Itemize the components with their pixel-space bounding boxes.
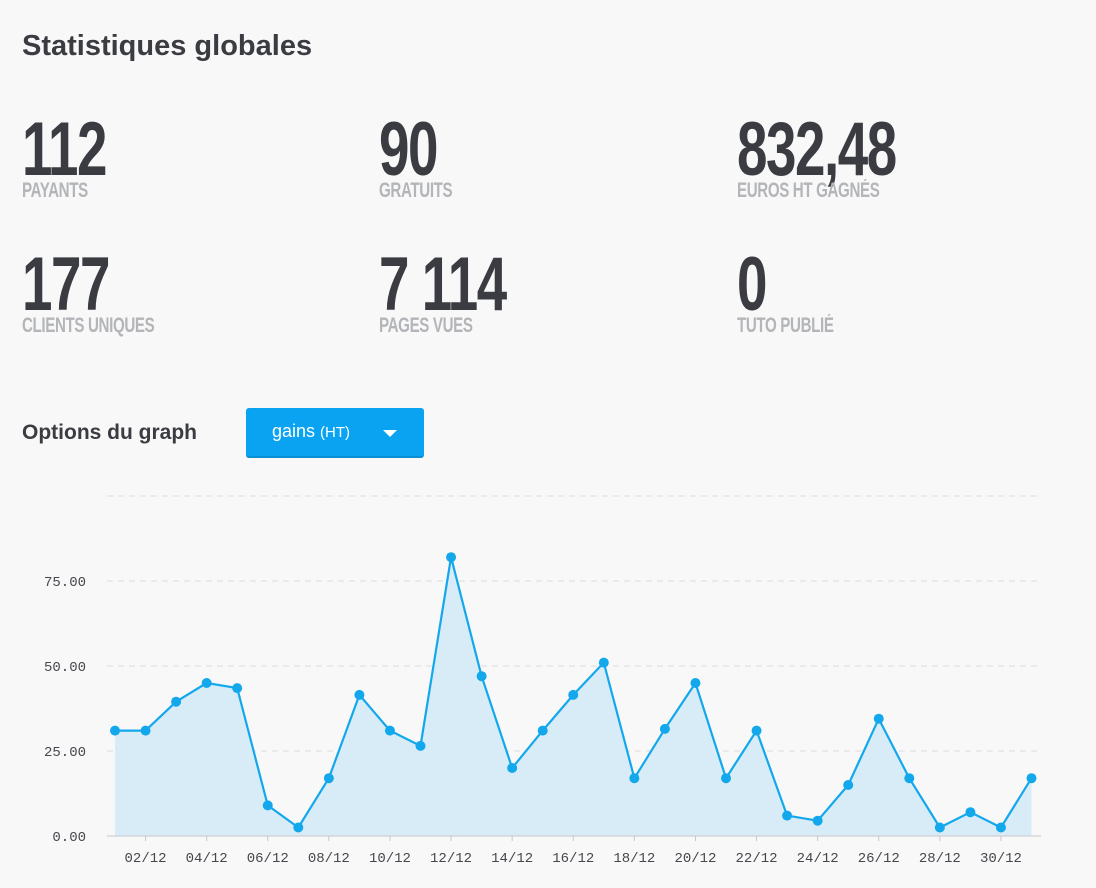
stat-euros-gagnes: 832,48 EUROS HT GAGNÉS <box>737 112 957 202</box>
dropdown-value-sub: (HT) <box>320 424 351 441</box>
y-tick-label: 25.00 <box>44 745 86 761</box>
y-tick-label: 0.00 <box>52 830 86 846</box>
page-title: Statistiques globales <box>22 30 313 62</box>
data-point <box>568 689 579 700</box>
data-point <box>110 725 120 736</box>
data-point <box>171 696 182 707</box>
x-tick-label: 28/12 <box>919 851 961 867</box>
dropdown-selected-value: gains (HT) <box>272 421 350 442</box>
data-point <box>232 683 243 694</box>
y-tick-label: 50.00 <box>44 660 86 676</box>
data-point <box>415 740 426 751</box>
stat-value: 177 <box>22 242 110 327</box>
dropdown-value-main: gains <box>272 421 316 441</box>
caret-down-icon <box>383 430 397 437</box>
data-point <box>323 773 334 784</box>
data-point <box>446 552 457 563</box>
x-tick-label: 20/12 <box>674 851 716 867</box>
data-point <box>598 657 609 668</box>
graph-metric-dropdown[interactable]: gains (HT) <box>246 408 424 458</box>
data-point <box>354 689 365 700</box>
stat-pages-vues: 7 114 PAGES VUES <box>379 247 555 337</box>
data-point <box>690 678 701 688</box>
x-tick-label: 08/12 <box>308 851 350 867</box>
data-point <box>384 725 395 736</box>
data-point <box>507 763 518 773</box>
data-point <box>812 815 823 826</box>
y-tick-label: 75.00 <box>44 575 86 591</box>
stat-label: PAGES VUES <box>379 314 473 337</box>
stat-gratuits: 90 GRATUITS <box>379 112 481 202</box>
data-point <box>782 810 793 821</box>
data-point <box>537 725 548 736</box>
x-tick-label: 24/12 <box>797 851 839 867</box>
gains-chart: 0.00 25.00 50.00 75.00 02/12 04/12 06/12 08/12 1… <box>44 495 1041 867</box>
data-point <box>476 671 487 682</box>
stat-value: 832,48 <box>737 107 897 192</box>
data-point <box>965 807 976 818</box>
data-point <box>904 773 915 784</box>
data-point <box>995 822 1006 833</box>
data-point <box>262 800 273 811</box>
data-point <box>1026 773 1037 784</box>
x-tick-label: 10/12 <box>369 851 411 867</box>
data-point <box>843 780 854 790</box>
x-tick-label: 02/12 <box>125 851 167 867</box>
data-point <box>629 773 640 784</box>
graph-options-label: Options du graph <box>22 421 197 444</box>
stat-tuto-publie: 0 TUTO PUBLIÉ <box>737 247 871 337</box>
x-tick-label: 26/12 <box>858 851 900 867</box>
x-tick-label: 04/12 <box>186 851 228 867</box>
x-tick-label: 30/12 <box>980 851 1022 867</box>
x-tick-label: 06/12 <box>247 851 289 867</box>
x-tick-label: 22/12 <box>736 851 778 867</box>
stat-label: GRATUITS <box>379 179 453 202</box>
stat-label: CLIENTS UNIQUES <box>22 314 155 337</box>
stat-value: 112 <box>22 107 107 192</box>
x-tick-label: 14/12 <box>491 851 533 867</box>
data-point <box>751 725 762 736</box>
stat-label: PAYANTS <box>22 179 88 202</box>
stat-value: 7 114 <box>379 242 507 327</box>
data-point <box>934 822 945 833</box>
stat-value: 0 <box>737 242 767 327</box>
x-tick-label: 18/12 <box>613 851 655 867</box>
stat-label: EUROS HT GAGNÉS <box>737 179 880 202</box>
x-tick-label: 12/12 <box>430 851 472 867</box>
data-point <box>140 725 151 736</box>
data-point <box>293 822 304 833</box>
data-point <box>201 678 212 688</box>
data-point <box>659 723 670 734</box>
stat-label: TUTO PUBLIÉ <box>737 314 834 337</box>
stat-value: 90 <box>379 107 438 192</box>
stat-clients-uniques: 177 CLIENTS UNIQUES <box>22 247 206 337</box>
data-point <box>721 773 731 784</box>
stat-payants: 112 PAYANTS <box>22 112 139 202</box>
x-tick-label: 16/12 <box>552 851 594 867</box>
data-point <box>873 713 884 724</box>
